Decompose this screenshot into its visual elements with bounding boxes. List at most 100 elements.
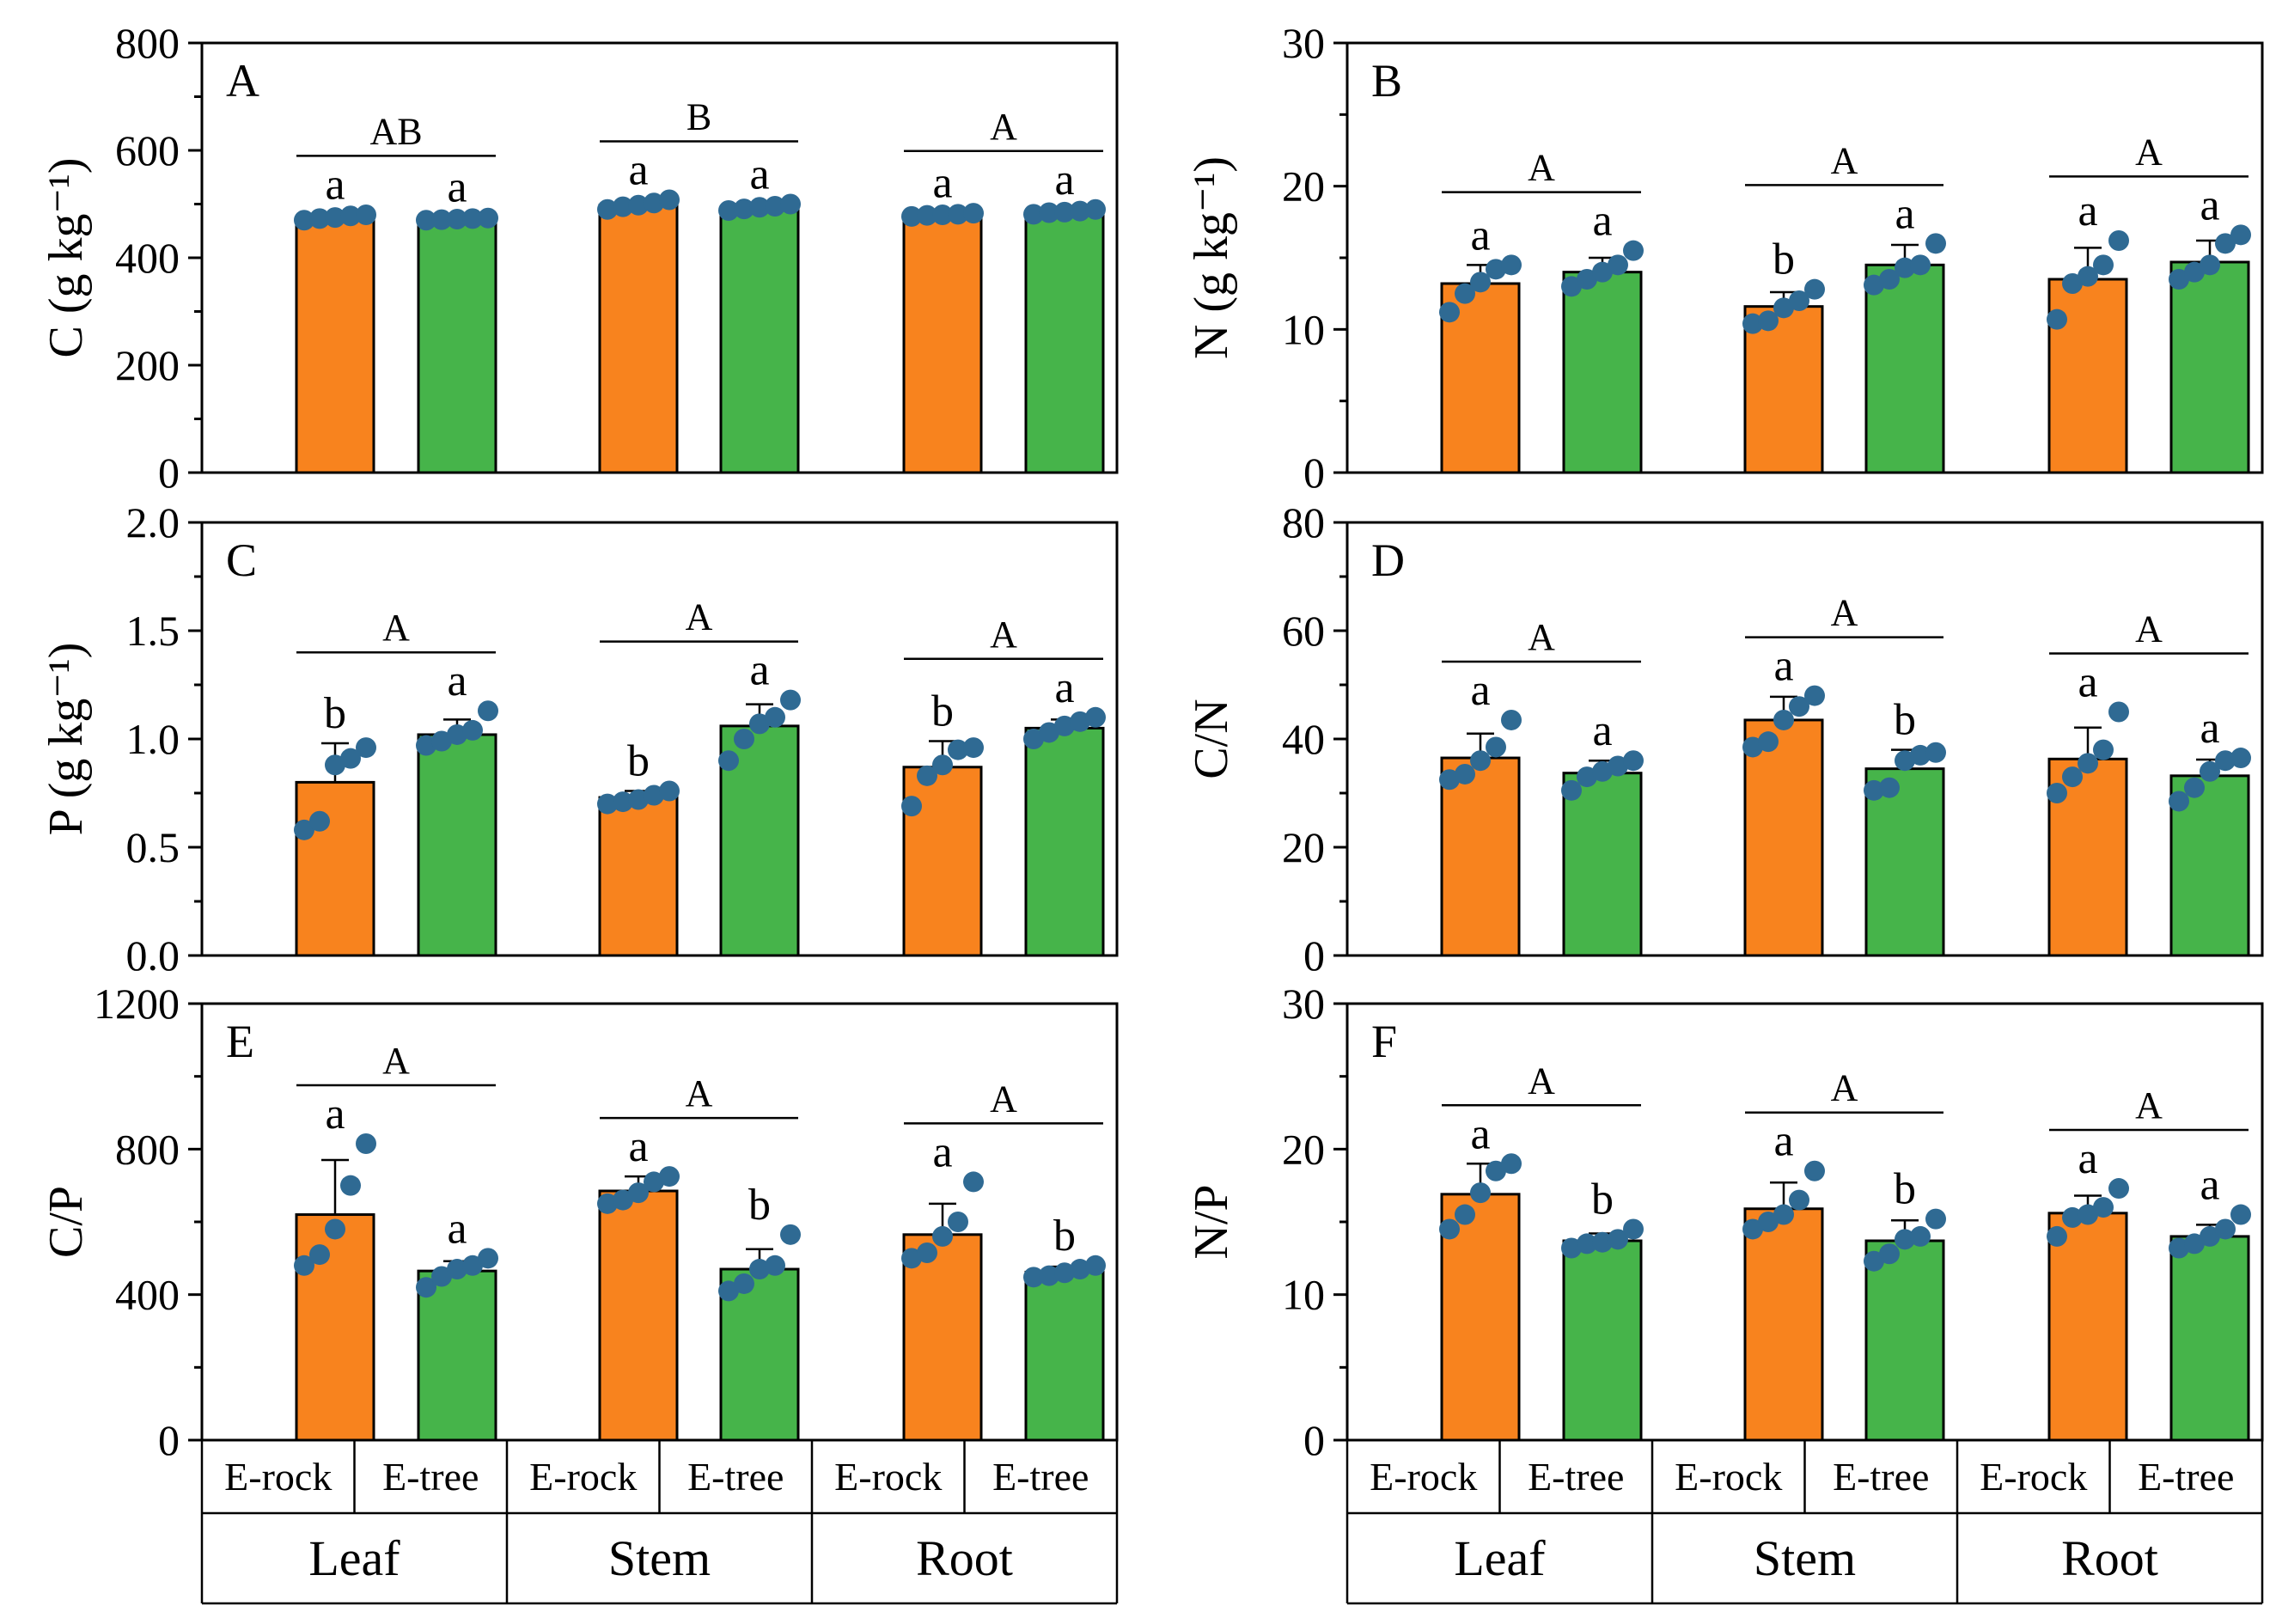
data-point [431, 730, 452, 752]
significance-letter: b [1053, 1212, 1076, 1261]
data-point [1486, 259, 1506, 280]
y-tick-label: 30 [1282, 19, 1325, 67]
data-point [1486, 1160, 1506, 1181]
data-point [294, 210, 314, 231]
data-point [1879, 1243, 1900, 1265]
data-point [2047, 783, 2067, 803]
bar [598, 1189, 679, 1442]
data-point [2062, 766, 2083, 788]
significance-letter: a [2200, 180, 2219, 229]
y-axis-label: N/P [1185, 1184, 1238, 1259]
data-point [2062, 1206, 2083, 1228]
data-point [1773, 297, 1794, 319]
data-point [932, 1225, 953, 1247]
data-point [1577, 269, 1597, 290]
bar [1024, 211, 1105, 474]
data-point [628, 194, 649, 216]
bar [2169, 774, 2250, 957]
data-point [718, 1280, 739, 1302]
data-point [2184, 261, 2205, 283]
data-point [416, 1277, 436, 1298]
data-point [1623, 750, 1644, 772]
data-point [2215, 233, 2236, 254]
data-point [309, 208, 330, 229]
data-point [948, 739, 968, 760]
data-point [2047, 1225, 2067, 1247]
data-point [1742, 313, 1763, 334]
y-tick-label: 80 [1282, 498, 1325, 546]
data-point [356, 737, 376, 759]
data-point [1925, 233, 1946, 254]
data-point [1577, 766, 1597, 788]
bar [1562, 271, 1643, 474]
data-point [1561, 276, 1582, 297]
data-point [1608, 1229, 1628, 1250]
data-point [917, 205, 937, 226]
x-category-label: E-rock [834, 1455, 942, 1499]
y-tick-label: 400 [115, 1271, 180, 1319]
data-point [613, 196, 633, 217]
data-point [1742, 736, 1763, 758]
y-tick-label: 200 [115, 341, 180, 389]
data-point [901, 796, 922, 817]
data-point [431, 1266, 452, 1287]
significance-letter: b [1894, 1165, 1916, 1214]
y-tick-label: 40 [1282, 715, 1325, 763]
data-point [1608, 254, 1628, 276]
data-point [1773, 1204, 1794, 1225]
significance-letter: a [1895, 189, 1914, 238]
significance-letter: a [1470, 666, 1490, 715]
group-letter: B [686, 96, 711, 138]
significance-letter: a [749, 646, 769, 695]
data-point [447, 723, 467, 745]
data-point [2200, 1225, 2220, 1247]
data-point [340, 1175, 361, 1196]
bar [2169, 1235, 2250, 1442]
data-point [1439, 1218, 1460, 1240]
data-point [948, 204, 968, 225]
bar [417, 217, 497, 474]
data-point [340, 205, 361, 227]
data-point [294, 819, 314, 840]
y-tick-label: 1.0 [126, 715, 180, 763]
data-point [309, 810, 330, 832]
data-point [1773, 709, 1794, 730]
x-category-label: E-tree [687, 1455, 784, 1499]
significance-letter: a [2200, 704, 2219, 753]
data-point [718, 200, 739, 221]
data-point [1864, 779, 1884, 801]
data-point [1023, 1267, 1044, 1288]
data-point [2169, 269, 2189, 290]
data-point [1910, 744, 1931, 766]
data-point [1789, 1189, 1809, 1211]
y-tick-label: 20 [1282, 823, 1325, 871]
significance-letter: a [932, 159, 952, 208]
data-point [325, 1218, 345, 1240]
group-letter: A [2135, 131, 2163, 173]
bar [417, 1269, 497, 1442]
y-tick-label: 30 [1282, 980, 1325, 1028]
data-point [2062, 273, 2083, 294]
data-point [1789, 696, 1809, 717]
y-tick-label: 600 [115, 126, 180, 174]
bar [2047, 1212, 2128, 1442]
x-category-label: E-tree [1833, 1455, 1929, 1499]
bar [295, 216, 375, 474]
data-point [356, 1133, 376, 1154]
organ-label: Stem [608, 1530, 711, 1586]
data-point [1501, 254, 1522, 276]
data-point [1804, 685, 1825, 706]
significance-letter: b [748, 1181, 771, 1230]
data-point [734, 1273, 754, 1294]
data-point [1804, 1160, 1825, 1181]
bar [1864, 767, 1945, 957]
data-point [1864, 1250, 1884, 1272]
y-tick-label: 0.5 [126, 823, 180, 871]
bar [902, 213, 983, 474]
data-point [2200, 760, 2220, 782]
y-axis-label: C/P [40, 1186, 93, 1258]
data-point [1486, 736, 1506, 758]
significance-letter: a [325, 160, 345, 209]
bar [1024, 726, 1105, 957]
